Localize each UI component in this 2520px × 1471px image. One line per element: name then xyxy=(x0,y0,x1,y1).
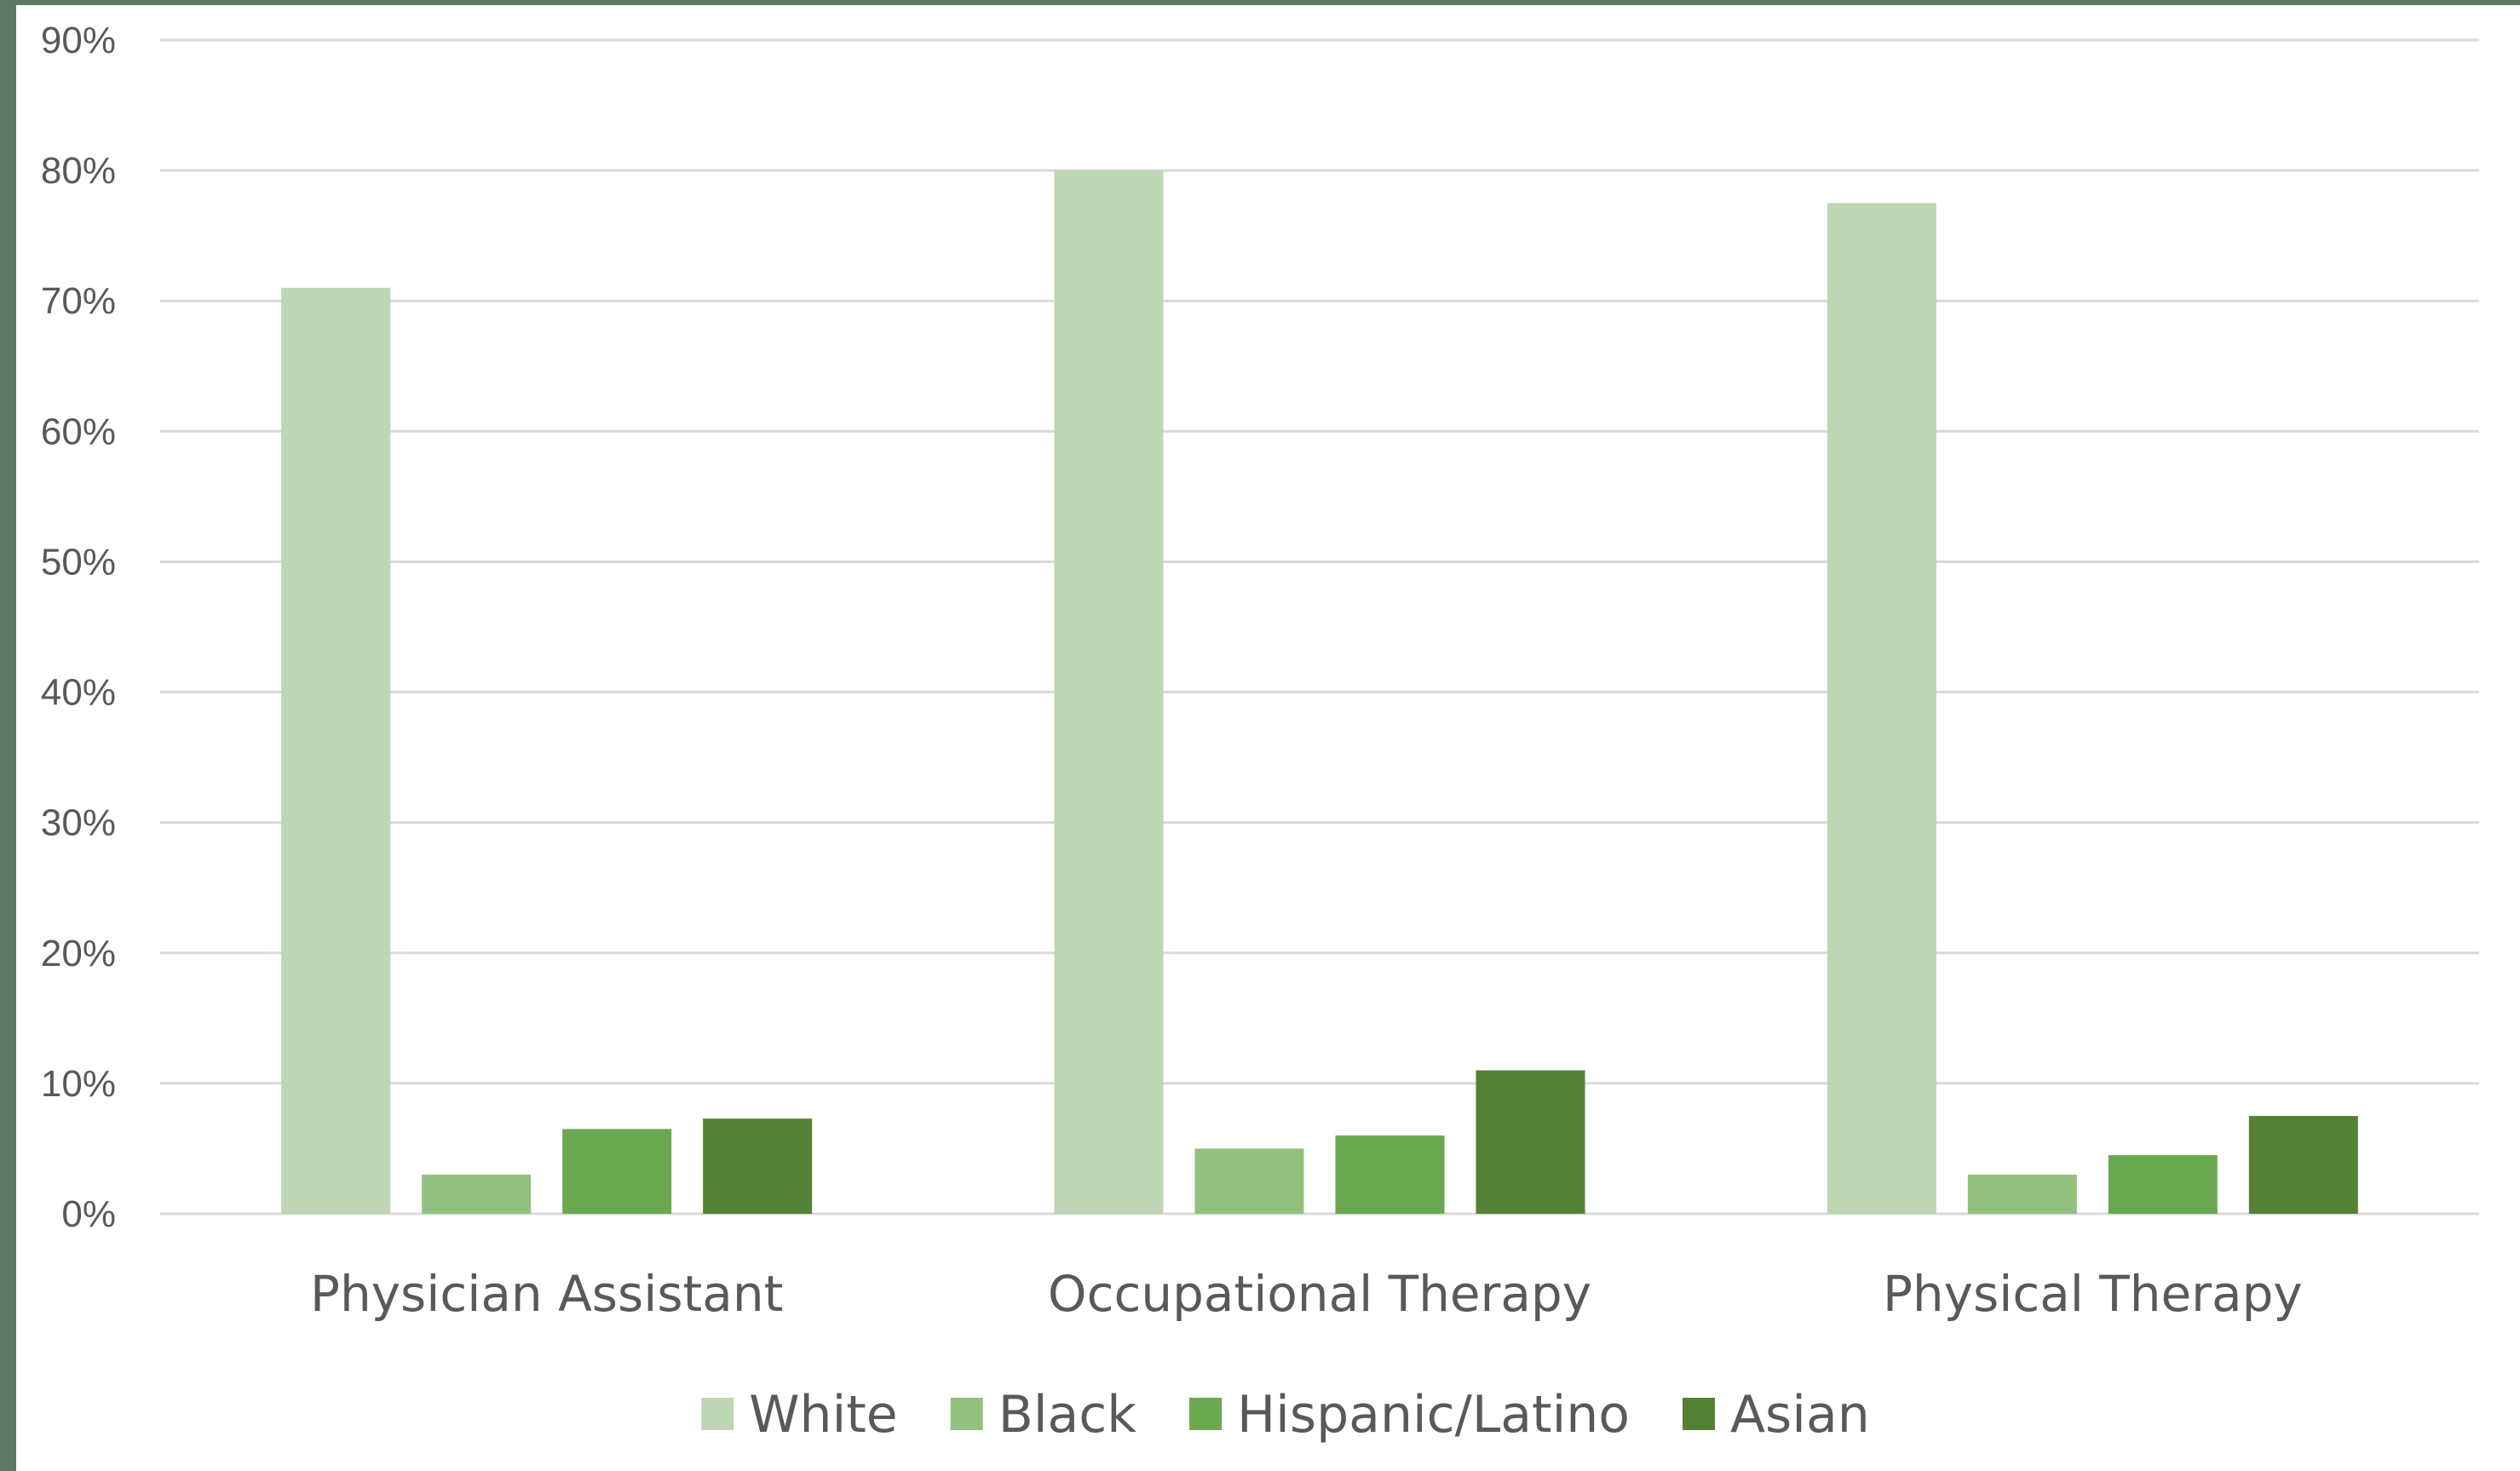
bar-hispanic-latino-3 xyxy=(2108,1155,2218,1214)
bar-white-1 xyxy=(281,287,391,1214)
bar-asian-2 xyxy=(1476,1070,1585,1214)
y-tick-label: 80% xyxy=(41,150,116,192)
category-label: Physician Assistant xyxy=(310,1265,783,1323)
legend: White Black Hispanic/Latino Asian xyxy=(701,1385,1870,1445)
bar-black-3 xyxy=(1967,1175,2077,1214)
chart-area xyxy=(16,5,2520,1471)
y-tick-label: 30% xyxy=(41,802,116,844)
legend-label: Asian xyxy=(1730,1385,1870,1445)
y-axis-ticks: 0% 10% 20% 30% 40% 50% 60% 70% 80% 90% xyxy=(41,20,116,1235)
bar-asian-3 xyxy=(2248,1116,2358,1214)
bar-black-1 xyxy=(422,1175,532,1214)
legend-swatch xyxy=(1682,1398,1715,1430)
gridlines xyxy=(160,38,2479,1215)
bars xyxy=(281,170,2358,1215)
category-labels: Physician Assistant Occupational Therapy P… xyxy=(310,1265,2303,1323)
bar-white-3 xyxy=(1827,203,1936,1214)
bar-black-2 xyxy=(1194,1148,1304,1214)
legend-swatch xyxy=(1189,1398,1223,1430)
y-tick-label: 60% xyxy=(41,411,116,452)
y-tick-label: 10% xyxy=(41,1063,116,1105)
legend-label: Hispanic/Latino xyxy=(1237,1385,1630,1445)
category-label: Physical Therapy xyxy=(1883,1265,2303,1323)
legend-swatch xyxy=(950,1398,983,1430)
y-tick-label: 90% xyxy=(41,20,116,61)
legend-swatch xyxy=(701,1398,734,1430)
legend-label: White xyxy=(749,1385,897,1445)
bar-hispanic-latino-2 xyxy=(1335,1135,1445,1214)
y-tick-label: 70% xyxy=(41,280,116,322)
bar-asian-1 xyxy=(703,1118,813,1214)
legend-label: Black xyxy=(998,1385,1137,1445)
y-tick-label: 0% xyxy=(61,1193,116,1235)
bar-hispanic-latino-1 xyxy=(562,1129,672,1214)
y-tick-label: 40% xyxy=(41,672,116,714)
y-tick-label: 20% xyxy=(41,933,116,974)
category-label: Occupational Therapy xyxy=(1048,1265,1591,1323)
bar-white-2 xyxy=(1054,170,1164,1215)
y-tick-label: 50% xyxy=(41,541,116,583)
